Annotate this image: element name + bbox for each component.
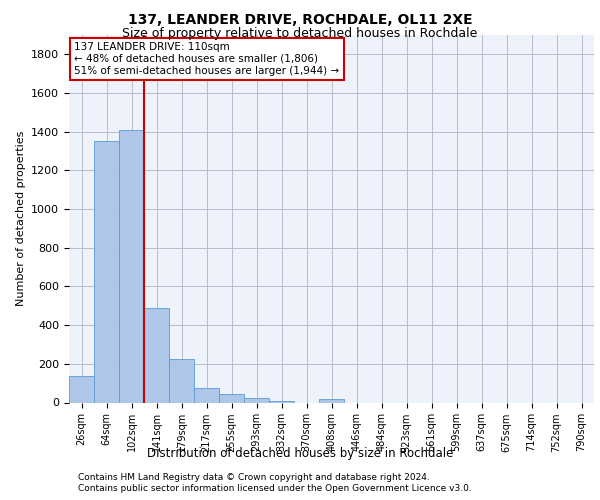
Text: Contains public sector information licensed under the Open Government Licence v3: Contains public sector information licen… [78, 484, 472, 493]
Bar [69, 376, 94, 402]
Text: Contains HM Land Registry data © Crown copyright and database right 2024.: Contains HM Land Registry data © Crown c… [78, 472, 430, 482]
Bar [319, 398, 344, 402]
Bar [194, 388, 219, 402]
Text: Distribution of detached houses by size in Rochdale: Distribution of detached houses by size … [147, 448, 453, 460]
Bar [144, 308, 169, 402]
Text: 137 LEANDER DRIVE: 110sqm
← 48% of detached houses are smaller (1,806)
51% of se: 137 LEANDER DRIVE: 110sqm ← 48% of detac… [74, 42, 340, 76]
Text: 137, LEANDER DRIVE, ROCHDALE, OL11 2XE: 137, LEANDER DRIVE, ROCHDALE, OL11 2XE [128, 12, 472, 26]
Text: Size of property relative to detached houses in Rochdale: Size of property relative to detached ho… [122, 28, 478, 40]
Bar [169, 359, 194, 403]
Bar [269, 400, 294, 402]
Y-axis label: Number of detached properties: Number of detached properties [16, 131, 26, 306]
Bar [244, 398, 269, 402]
Bar [219, 394, 244, 402]
Bar [94, 142, 119, 402]
Bar [119, 130, 144, 402]
